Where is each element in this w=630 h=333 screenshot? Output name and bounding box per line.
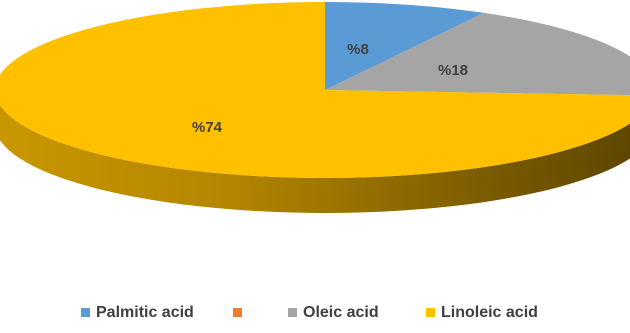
data-label-palmitic-acid: %8	[347, 41, 369, 58]
legend-swatch-linoleic-acid	[426, 308, 435, 317]
legend-item-unnamed	[233, 308, 242, 317]
pie-data-labels: %8 %18 %74	[192, 41, 468, 136]
legend-item-palmitic-acid: Palmitic acid	[81, 304, 194, 321]
legend-swatch-oleic-acid	[288, 308, 297, 317]
legend-label-linoleic-acid: Linoleic acid	[441, 304, 538, 321]
pie-slices	[0, 2, 630, 178]
legend-label-palmitic-acid: Palmitic acid	[96, 304, 194, 321]
legend: Palmitic acid Oleic acid Linoleic acid	[81, 304, 538, 321]
pie-side-wall	[0, 105, 630, 213]
pie-slice-palmitic-acid	[325, 2, 484, 90]
pie-side-linoleic-acid	[0, 105, 630, 213]
legend-swatch-palmitic-acid	[81, 308, 90, 317]
data-label-oleic-acid: %18	[438, 62, 468, 79]
data-label-linoleic-acid: %74	[192, 119, 223, 136]
legend-item-linoleic-acid: Linoleic acid	[426, 304, 538, 321]
legend-item-oleic-acid: Oleic acid	[288, 304, 379, 321]
pie-slice-linoleic-acid	[0, 2, 630, 178]
pie-slice-oleic-acid	[325, 12, 630, 96]
legend-label-oleic-acid: Oleic acid	[303, 304, 379, 321]
legend-swatch-unnamed	[233, 308, 242, 317]
